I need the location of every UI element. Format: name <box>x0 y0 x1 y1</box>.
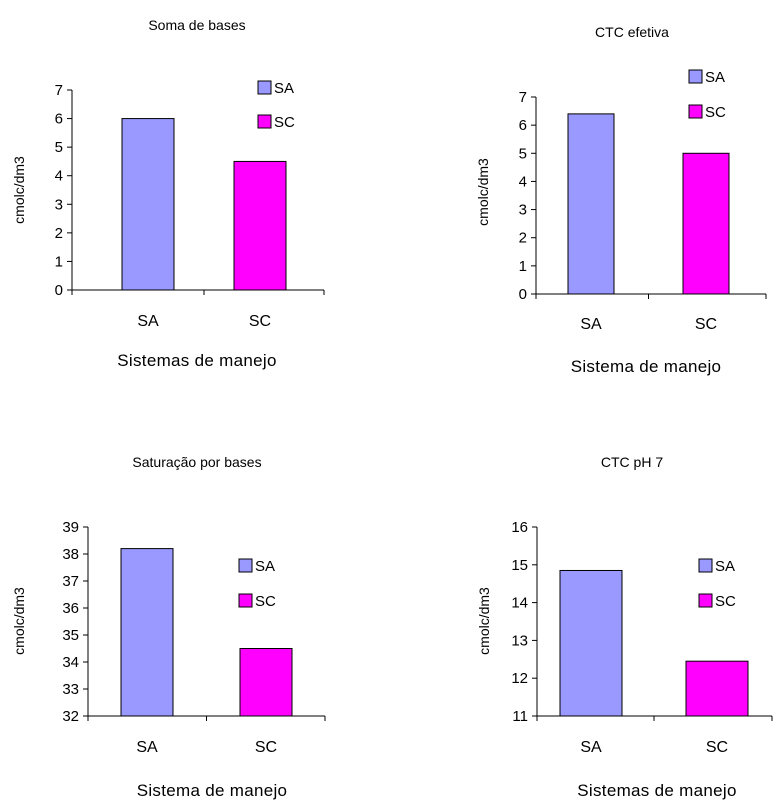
y-tick-label: 35 <box>62 627 79 644</box>
legend: SA SC <box>698 558 736 610</box>
y-tick-label: 3 <box>519 202 527 219</box>
chart-title: Saturação por bases <box>132 454 261 470</box>
x-axis-label: Sistema de manejo <box>137 781 288 800</box>
x-category-label: SC <box>249 313 271 330</box>
bar-sa <box>559 569 623 717</box>
legend-swatch-sc <box>688 104 703 119</box>
y-tick-label: 33 <box>62 681 79 698</box>
y-tick-label: 7 <box>519 89 527 106</box>
y-tick-label: 38 <box>62 546 79 563</box>
legend-label-sa: SA <box>255 558 275 575</box>
chart-title: CTC pH 7 <box>601 454 663 470</box>
y-tick-label: 39 <box>62 519 79 536</box>
x-category-label: SA <box>580 739 602 756</box>
y-tick-label: 34 <box>62 654 79 671</box>
bar-sa <box>567 113 615 295</box>
y-tick-label: 3 <box>55 196 63 213</box>
legend-label-sc: SC <box>274 114 295 131</box>
y-tick-label: 37 <box>62 573 79 590</box>
y-tick-label: 16 <box>511 519 528 536</box>
y-tick-label: 32 <box>62 708 79 725</box>
chart-title: CTC efetiva <box>595 24 669 40</box>
y-tick-label: 1 <box>55 253 63 270</box>
legend-label-sc: SC <box>255 593 276 610</box>
y-tick-label: 0 <box>519 286 527 303</box>
x-category-label: SC <box>255 739 277 756</box>
x-axis-label: Sistemas de manejo <box>577 781 736 800</box>
y-tick-label: 7 <box>55 82 63 99</box>
x-axis-label: Sistemas de manejo <box>117 351 276 370</box>
y-tick-label: 5 <box>519 145 527 162</box>
legend-swatch-sc <box>698 593 713 608</box>
bar-sa <box>120 548 174 717</box>
x-category-label: SA <box>580 316 602 333</box>
bar-sc <box>239 648 293 717</box>
bar-sc <box>233 160 287 291</box>
x-axis-label: Sistema de manejo <box>571 357 722 376</box>
y-axis-label: cmolc/dm3 <box>476 587 492 655</box>
x-category-label: SC <box>706 739 728 756</box>
legend-swatch-sc <box>238 593 253 608</box>
y-tick-label: 5 <box>55 139 63 156</box>
legend-swatch-sa <box>238 558 253 573</box>
chart-panel-2: CTC efetiva 0 1 2 3 4 5 6 7 SA SC Sistema de manejo… <box>475 24 767 376</box>
y-tick-label: 4 <box>519 173 527 190</box>
y-axis-label: cmolc/dm3 <box>11 156 27 224</box>
bar-sa <box>121 118 175 291</box>
y-tick-label: 6 <box>519 117 527 134</box>
bar-sc <box>685 660 749 717</box>
y-tick-label: 6 <box>55 111 63 128</box>
y-tick-label: 2 <box>55 225 63 242</box>
legend-label-sa: SA <box>705 69 725 86</box>
legend-label-sa: SA <box>274 80 294 97</box>
y-tick-label: 0 <box>55 282 63 299</box>
x-category-label: SA <box>137 313 159 330</box>
legend-swatch-sa <box>688 69 703 84</box>
chart-panel-1: Soma de bases 0 1 2 3 4 5 6 7 SA SC Sistemas de man… <box>11 17 325 370</box>
y-tick-label: 15 <box>511 557 528 574</box>
legend: SA SC <box>238 558 276 610</box>
y-tick-label: 2 <box>519 230 527 247</box>
legend-label-sa: SA <box>715 558 735 575</box>
chart-panel-4: CTC pH 7 11 12 13 14 15 16 SA SC Sistemas de mane… <box>476 454 773 800</box>
y-tick-label: 1 <box>519 258 527 275</box>
y-tick-label: 11 <box>512 708 528 725</box>
x-category-label: SC <box>695 316 717 333</box>
y-axis-label: cmolc/dm3 <box>475 158 491 226</box>
y-tick-label: 13 <box>511 632 528 649</box>
bar-sc <box>682 152 730 295</box>
y-tick-label: 36 <box>62 600 79 617</box>
y-axis-label: cmolc/dm3 <box>11 587 27 655</box>
legend-label-sc: SC <box>715 593 736 610</box>
y-tick-label: 12 <box>511 670 528 687</box>
legend-swatch-sc <box>257 114 272 129</box>
legend-label-sc: SC <box>705 104 726 121</box>
chart-title: Soma de bases <box>148 17 245 33</box>
x-category-label: SA <box>136 739 158 756</box>
legend-swatch-sa <box>257 80 272 95</box>
legend: SA SC <box>688 69 726 121</box>
y-tick-label: 4 <box>55 168 63 185</box>
legend: SA SC <box>257 80 295 131</box>
y-tick-label: 14 <box>511 595 528 612</box>
legend-swatch-sa <box>698 558 713 573</box>
